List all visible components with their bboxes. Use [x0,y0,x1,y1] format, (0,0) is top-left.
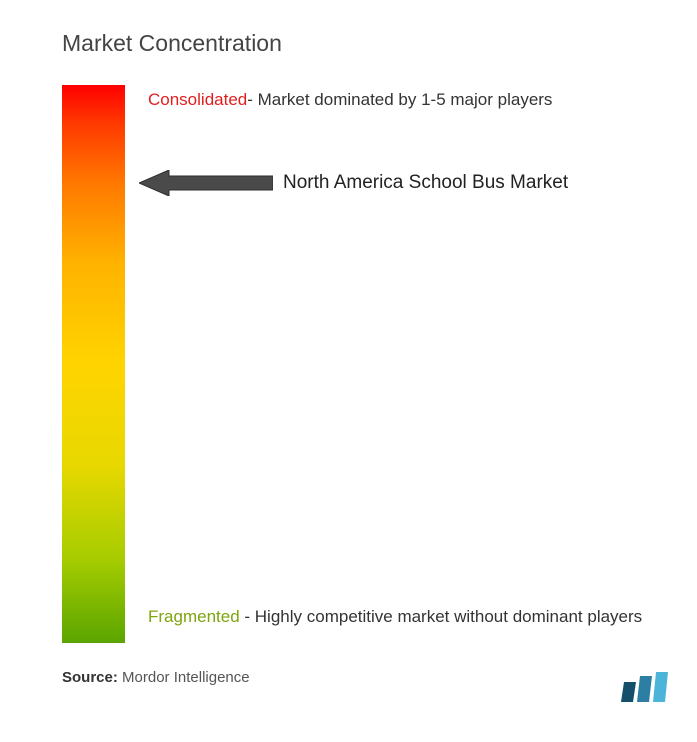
market-position-marker: North America School Bus Market [139,170,568,196]
arrow-left-icon [139,170,273,196]
gradient-scale-bar [62,85,125,643]
consolidated-keyword: Consolidated [148,90,247,109]
consolidated-description: - Market dominated by 1-5 major players [247,90,552,109]
fragmented-label: Fragmented - Highly competitive market w… [148,599,642,635]
source-attribution: Source: Mordor Intelligence [62,669,250,686]
source-label: Source: [62,669,118,686]
consolidated-label: Consolidated- Market dominated by 1-5 ma… [148,87,552,113]
concentration-chart: Consolidated- Market dominated by 1-5 ma… [62,85,677,645]
fragmented-description: - Highly competitive market without domi… [240,607,643,626]
market-name-label: North America School Bus Market [283,172,568,194]
fragmented-keyword: Fragmented [148,607,240,626]
source-value: Mordor Intelligence [122,669,250,686]
page-title: Market Concentration [62,30,677,57]
mordor-logo-icon [621,672,669,702]
